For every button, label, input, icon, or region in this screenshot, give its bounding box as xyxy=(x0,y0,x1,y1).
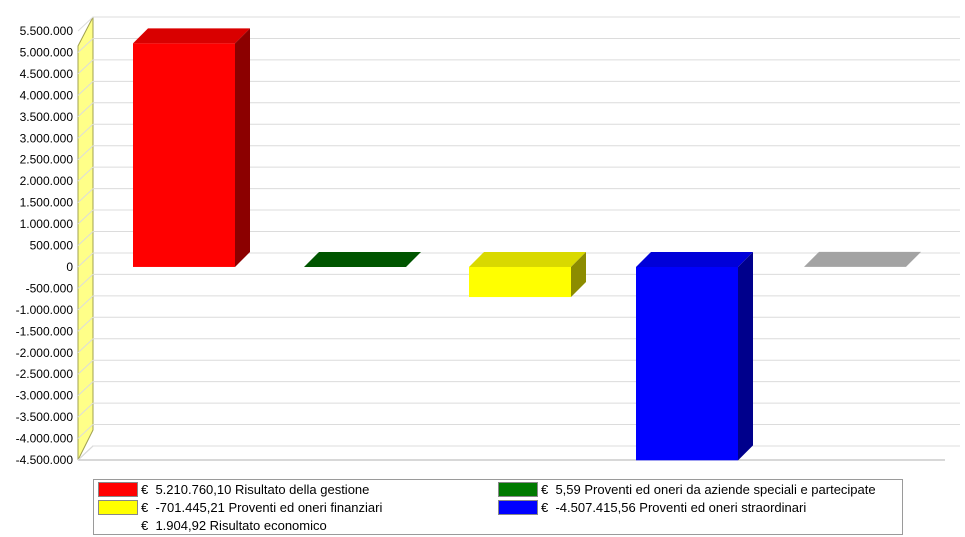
bar-5 xyxy=(804,251,921,267)
y-tick-label: -1.500.000 xyxy=(16,324,74,338)
y-tick-label: 2.500.000 xyxy=(20,153,74,167)
y-tick-label: -3.000.000 xyxy=(16,389,74,403)
gridline-diagonal xyxy=(77,252,94,268)
legend-label: € 5.210.760,10 Risultato della gestione xyxy=(141,482,370,497)
gridline-diagonal xyxy=(77,38,94,53)
gridline-diagonal xyxy=(77,209,94,225)
bar-top-face xyxy=(469,251,586,267)
legend-label: € -4.507.415,56 Proventi ed oneri straor… xyxy=(541,500,807,515)
y-axis-ticks: 5.500.000 5.000.000 4.500.000 4.000.000 3.50… xyxy=(16,24,74,467)
legend-item-finanziari: € -701.445,21 Proventi ed oneri finanzia… xyxy=(98,499,382,516)
bar-top-face xyxy=(804,251,921,267)
legend: € 5.210.760,10 Risultato della gestione … xyxy=(93,479,903,535)
y-tick-label: -4.000.000 xyxy=(16,432,74,446)
bars xyxy=(133,28,921,461)
gridline-diagonal xyxy=(77,145,94,161)
bar-2 xyxy=(304,251,421,267)
bar-top-face xyxy=(636,251,753,267)
gridline-diagonal xyxy=(77,402,94,418)
y-tick-label: -2.500.000 xyxy=(16,367,74,381)
gridline-diagonal xyxy=(77,274,94,289)
legend-swatch xyxy=(498,500,538,515)
bar-1 xyxy=(133,28,250,267)
gridline-diagonal xyxy=(77,80,94,96)
bar-top-face xyxy=(304,251,421,267)
y-tick-label: 4.000.000 xyxy=(20,88,74,102)
legend-label: € 5,59 Proventi ed oneri da aziende spec… xyxy=(541,482,876,497)
y-tick-label: 0 xyxy=(66,260,73,274)
bar-top-face xyxy=(133,28,250,44)
y-tick-label: 3.000.000 xyxy=(20,131,74,145)
y-tick-label: 1.500.000 xyxy=(20,196,74,210)
y-tick-label: -1.000.000 xyxy=(16,303,74,317)
gridline-diagonal xyxy=(77,166,94,182)
gridline-diagonal xyxy=(77,424,94,439)
legend-item-aziende-speciali: € 5,59 Proventi ed oneri da aziende spec… xyxy=(498,481,876,498)
y-tick-label: 5.000.000 xyxy=(20,45,74,59)
y-tick-label: 4.500.000 xyxy=(20,67,74,81)
gridline-diagonal xyxy=(77,359,94,375)
bar-3 xyxy=(469,251,586,298)
bar-side-face xyxy=(235,28,250,267)
gridline-diagonal xyxy=(77,295,94,311)
legend-swatch xyxy=(98,500,138,515)
legend-item-straordinari: € -4.507.415,56 Proventi ed oneri straor… xyxy=(498,499,806,516)
y-tick-label: -4.500.000 xyxy=(16,453,74,467)
legend-item-risultato-gestione: € 5.210.760,10 Risultato della gestione xyxy=(98,481,369,498)
gridline-diagonal xyxy=(77,445,94,461)
gridline-diagonal xyxy=(77,231,94,246)
floor-edge xyxy=(77,445,960,461)
bar-front-face xyxy=(133,43,235,267)
bar-4 xyxy=(636,251,753,461)
legend-swatch xyxy=(498,482,538,497)
y-tick-label: -500.000 xyxy=(26,281,74,295)
gridline-diagonal xyxy=(77,16,94,32)
y-tick-label: 2.000.000 xyxy=(20,174,74,188)
y-tick-label: -2.000.000 xyxy=(16,346,74,360)
gridline-diagonal xyxy=(77,102,94,118)
legend-swatch xyxy=(98,482,138,497)
legend-label: € -701.445,21 Proventi ed oneri finanzia… xyxy=(141,500,383,515)
legend-item-risultato-economico: € 1.904,92 Risultato economico xyxy=(98,517,327,534)
legend-label: € 1.904,92 Risultato economico xyxy=(141,518,327,533)
gridline-diagonal xyxy=(77,381,94,397)
bar-chart: 5.500.000 5.000.000 4.500.000 4.000.000 3.50… xyxy=(16,16,960,467)
y-tick-label: 3.500.000 xyxy=(20,110,74,124)
legend-swatch xyxy=(98,518,138,533)
gridline-diagonal xyxy=(77,59,94,75)
y-tick-label: 5.500.000 xyxy=(20,24,74,38)
y-tick-label: -3.500.000 xyxy=(16,410,74,424)
bar-front-face xyxy=(636,266,738,461)
gridline-diagonal xyxy=(77,316,94,332)
y-tick-label: 1.000.000 xyxy=(20,217,74,231)
bar-side-face xyxy=(571,251,586,298)
bar-front-face xyxy=(469,266,571,298)
gridline-diagonal xyxy=(77,338,94,354)
bar-side-face xyxy=(738,251,753,461)
gridline-diagonal xyxy=(77,188,94,203)
y-tick-label: 500.000 xyxy=(30,239,74,253)
gridline-diagonal xyxy=(77,123,94,139)
